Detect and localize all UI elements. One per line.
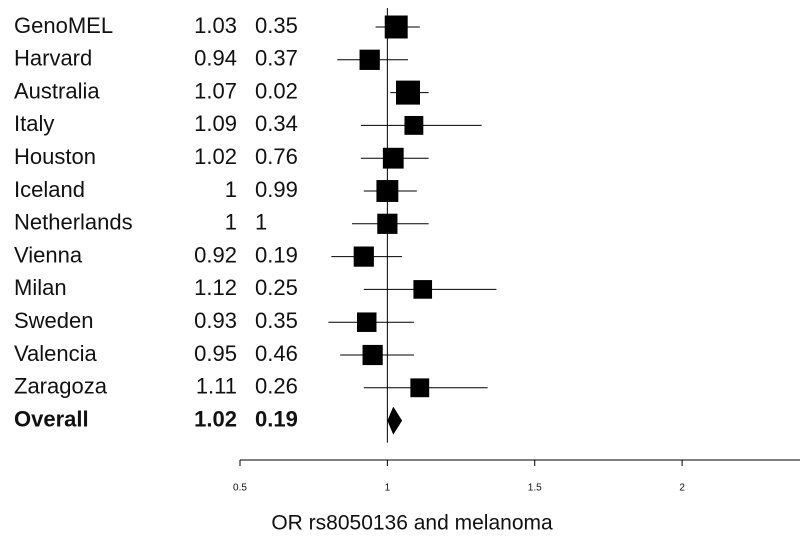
p-value: 0.34 bbox=[255, 111, 298, 136]
p-value: 0.19 bbox=[255, 242, 298, 267]
p-value: 0.26 bbox=[255, 374, 298, 399]
or-box bbox=[384, 15, 408, 39]
or-box bbox=[359, 49, 380, 70]
study-name: Zaragoza bbox=[14, 374, 108, 399]
or-value: 1 bbox=[225, 177, 237, 202]
or-box bbox=[404, 115, 424, 135]
study-name: Italy bbox=[14, 111, 54, 136]
x-tick-label: 1 bbox=[385, 483, 391, 494]
or-box bbox=[377, 213, 398, 234]
study-name: Netherlands bbox=[14, 210, 133, 235]
p-value: 0.35 bbox=[255, 308, 298, 333]
or-value: 1.09 bbox=[194, 111, 237, 136]
or-box bbox=[410, 378, 430, 398]
or-box bbox=[376, 180, 399, 202]
or-box bbox=[356, 312, 377, 332]
p-value: 0.37 bbox=[255, 46, 298, 71]
or-box bbox=[353, 246, 374, 267]
p-value: 0.25 bbox=[255, 275, 298, 300]
study-name: Vienna bbox=[14, 242, 83, 267]
study-name: Milan bbox=[14, 275, 67, 300]
p-value: 0.99 bbox=[255, 177, 298, 202]
or-value: 1 bbox=[225, 210, 237, 235]
x-axis-label: OR rs8050136 and melanoma bbox=[271, 512, 553, 535]
or-value: 1.12 bbox=[194, 275, 237, 300]
overall-or: 1.02 bbox=[194, 406, 237, 431]
study-name: Iceland bbox=[14, 177, 85, 202]
x-tick-label: 0.5 bbox=[233, 483, 247, 494]
or-value: 1.07 bbox=[194, 78, 237, 103]
overall-diamond bbox=[387, 406, 403, 435]
or-box bbox=[382, 147, 404, 169]
p-value: 0.02 bbox=[255, 78, 298, 103]
or-value: 1.11 bbox=[196, 374, 237, 399]
p-value: 0.35 bbox=[255, 13, 298, 38]
study-name: Valencia bbox=[14, 341, 98, 366]
or-value: 0.92 bbox=[194, 242, 237, 267]
or-value: 1.02 bbox=[194, 144, 237, 169]
study-name: Australia bbox=[14, 78, 100, 103]
p-value: 0.76 bbox=[255, 144, 298, 169]
or-value: 1.03 bbox=[194, 13, 237, 38]
or-box bbox=[362, 344, 383, 366]
overall-p: 0.19 bbox=[255, 406, 298, 431]
or-value: 0.93 bbox=[194, 308, 237, 333]
p-value: 0.46 bbox=[255, 341, 298, 366]
x-tick-label: 1.5 bbox=[528, 483, 542, 494]
study-name: Houston bbox=[14, 144, 96, 169]
or-box bbox=[396, 80, 420, 105]
or-box bbox=[413, 280, 433, 299]
study-name: Harvard bbox=[14, 46, 92, 71]
or-value: 0.95 bbox=[194, 341, 237, 366]
or-value: 0.94 bbox=[194, 46, 237, 71]
study-name: GenoMEL bbox=[14, 13, 113, 38]
p-value: 1 bbox=[255, 210, 267, 235]
overall-label: Overall bbox=[14, 406, 89, 431]
study-name: Sweden bbox=[14, 308, 94, 333]
x-tick-label: 2 bbox=[679, 483, 685, 494]
